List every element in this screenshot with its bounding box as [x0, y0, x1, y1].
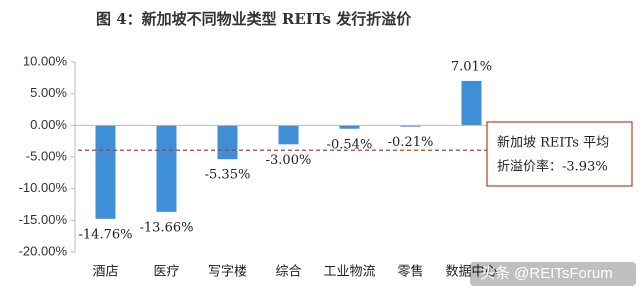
annotation-text: 折溢价率：-3.93% [497, 159, 608, 175]
annotation-text: 新加坡 REITs 平均 [497, 135, 609, 151]
x-tick-label: 酒店 [92, 265, 118, 280]
bar [339, 125, 360, 129]
y-tick-label: 0.00% [30, 117, 67, 132]
value-label: -14.76% [79, 227, 133, 242]
bar [156, 125, 177, 212]
bar [217, 125, 238, 160]
y-tick-label: 5.00% [30, 85, 67, 100]
value-label: -13.66% [140, 220, 194, 235]
value-label: -0.54% [327, 137, 373, 152]
y-tick-label: -10.00% [19, 180, 68, 195]
watermark-bg [470, 262, 636, 286]
annotation-box [486, 121, 633, 187]
bar [278, 125, 299, 145]
x-tick-label: 工业物流 [323, 265, 375, 280]
x-tick-label: 零售 [397, 264, 423, 280]
y-tick-label: -20.00% [19, 243, 68, 258]
y-tick-label: -5.00% [26, 148, 68, 163]
bar [400, 125, 421, 127]
x-tick-label: 数据中心 [445, 265, 497, 280]
chart-title: 图 4：新加坡不同物业类型 REITs 发行折溢价 [96, 10, 412, 28]
watermark: 头条 @REITsForum [480, 265, 613, 282]
bar [461, 80, 482, 126]
value-label: -5.35% [205, 168, 251, 183]
value-label: 7.01% [451, 59, 492, 74]
y-tick-label: 10.00% [23, 53, 68, 68]
y-tick-label: -15.00% [19, 212, 68, 227]
x-tick-label: 医疗 [153, 265, 179, 280]
value-label: -3.00% [266, 153, 312, 168]
bar [95, 125, 116, 219]
x-tick-label: 综合 [275, 265, 301, 280]
value-label: -0.21% [388, 135, 434, 150]
x-tick-label: 写字楼 [208, 265, 247, 280]
